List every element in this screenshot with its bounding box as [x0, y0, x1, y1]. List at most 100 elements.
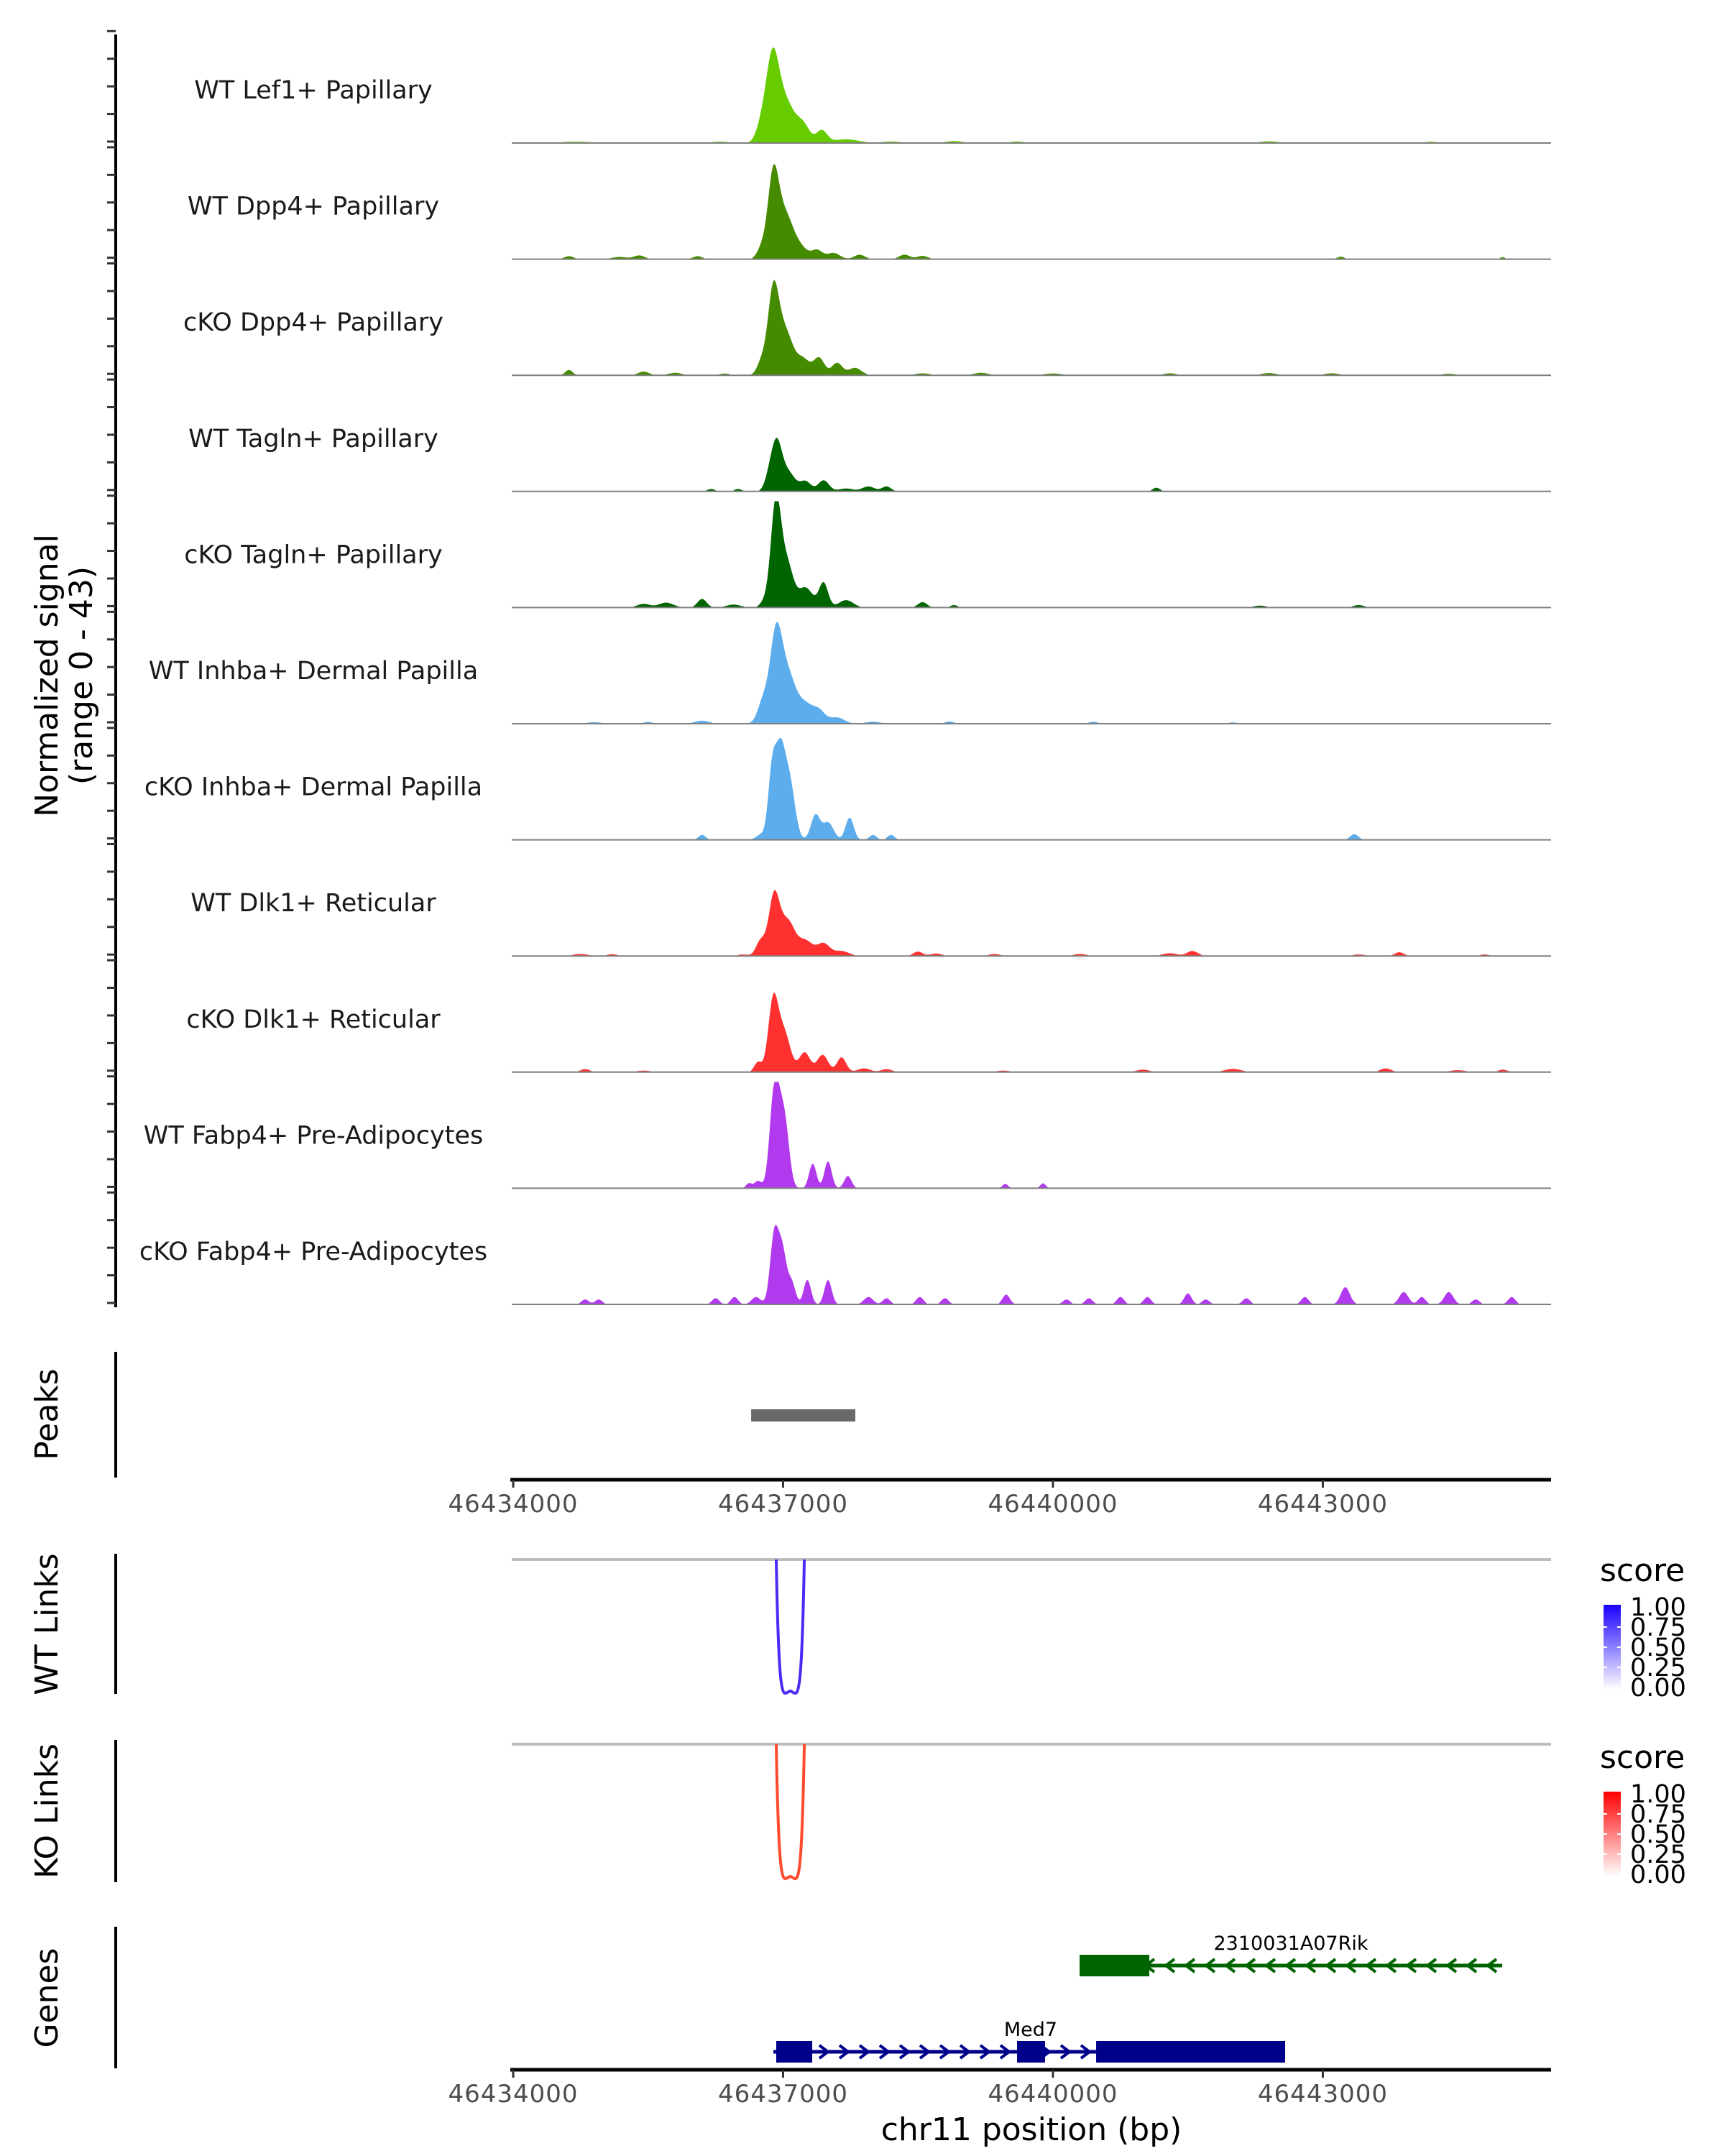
strand-arrow-left-icon: [1364, 1958, 1377, 1973]
strand-arrow-left-icon: [1465, 1958, 1478, 1973]
x-axis-bottom: 46434000 46437000 46440000 46443000: [448, 2068, 1551, 2109]
gene-exon: [1096, 2041, 1286, 2063]
genes-axis-title: Genes: [29, 1948, 65, 2047]
x-tick-label: 46443000: [1258, 1490, 1388, 1519]
strand-arrow-left-icon: [1284, 1958, 1297, 1973]
coverage-area: [512, 621, 1551, 724]
coverage-track: WT Dlk1+ Reticular: [190, 889, 1551, 957]
peaks-axis-title: Peaks: [29, 1368, 65, 1460]
track-label: cKO Dlk1+ Reticular: [186, 1005, 441, 1034]
gene-model: 2310031A07Rik: [1080, 1932, 1503, 1976]
legend-title: score: [1600, 1739, 1685, 1776]
x-tick-label: 46440000: [988, 1490, 1118, 1519]
ko-links-axis-title: KO Links: [29, 1743, 65, 1879]
x-tick-label: 46434000: [448, 1490, 578, 1519]
peaks-panel: Peaks: [29, 1352, 855, 1478]
track-label: cKO Fabp4+ Pre-Adipocytes: [139, 1238, 487, 1266]
legend-label: 0.25: [1630, 1841, 1686, 1869]
track-label: WT Dlk1+ Reticular: [190, 889, 436, 918]
strand-arrow-right-icon: [1080, 2044, 1092, 2060]
coverage-track: cKO Tagln+ Papillary: [184, 501, 1551, 609]
coverage-y-axis-title-line1: Normalized signal: [29, 534, 65, 817]
strand-arrow-right-icon: [979, 2044, 992, 2060]
strand-arrow-left-icon: [1445, 1958, 1458, 1973]
link-arc: [774, 1743, 806, 1881]
track-label: WT Inhba+ Dermal Papilla: [149, 657, 478, 686]
strand-arrow-left-icon: [1163, 1958, 1176, 1973]
coverage-track: cKO Inhba+ Dermal Papilla: [144, 737, 1551, 841]
peak-region: [751, 1409, 855, 1422]
track-label: WT Fabp4+ Pre-Adipocytes: [144, 1121, 483, 1150]
gene-label: Med7: [1004, 2019, 1057, 2041]
coverage-area: [512, 47, 1551, 143]
strand-arrow-left-icon: [1384, 1958, 1397, 1973]
coverage-track: cKO Dpp4+ Papillary: [183, 280, 1551, 377]
strand-arrow-left-icon: [1203, 1958, 1216, 1973]
strand-arrow-left-icon: [1404, 1958, 1417, 1973]
legend-label: 0.50: [1630, 1820, 1686, 1849]
gene-exon: [1017, 2041, 1045, 2063]
strand-arrow-left-icon: [1485, 1958, 1498, 1973]
score-legend: score 1.000.750.500.250.00: [1600, 1552, 1686, 1703]
coverage-track: WT Fabp4+ Pre-Adipocytes: [144, 1082, 1551, 1189]
coverage-track: WT Lef1+ Papillary: [194, 47, 1551, 144]
score-legend: score 1.000.750.500.250.00: [1600, 1739, 1686, 1889]
coverage-area: [512, 163, 1551, 259]
coverage-area: [512, 1225, 1551, 1304]
track-label: cKO Dpp4+ Papillary: [183, 308, 443, 337]
track-label: WT Lef1+ Papillary: [194, 76, 433, 105]
legend-label: 0.25: [1630, 1654, 1686, 1682]
legend-label: 0.00: [1630, 1861, 1686, 1889]
track-label: cKO Tagln+ Papillary: [184, 540, 443, 569]
strand-arrow-left-icon: [1304, 1958, 1317, 1973]
link-arc: [774, 1559, 806, 1695]
coverage-track: cKO Fabp4+ Pre-Adipocytes: [139, 1225, 1551, 1305]
coverage-area: [512, 890, 1551, 957]
strand-arrow-right-icon: [818, 2044, 831, 2060]
strand-arrow-left-icon: [1264, 1958, 1276, 1973]
strand-arrow-right-icon: [878, 2044, 891, 2060]
genes-panel: Genes 2310031A07Rik Med7: [29, 1927, 1503, 2068]
gene-exon: [1080, 1955, 1150, 1976]
track-label: WT Dpp4+ Papillary: [188, 193, 439, 221]
strand-arrow-right-icon: [898, 2044, 911, 2060]
x-tick-label: 46437000: [718, 1490, 848, 1519]
coverage-area: [512, 992, 1551, 1072]
x-axis-top: 46434000 46437000 46440000 46443000: [448, 1478, 1551, 1519]
coverage-y-axis-title-line2: (range 0 - 43): [63, 566, 100, 785]
x-tick-label: 46434000: [448, 2080, 578, 2109]
wt-links-track: score 1.000.750.500.250.00: [114, 1552, 1686, 1703]
strand-arrow-right-icon: [858, 2044, 871, 2060]
legend-label: 0.75: [1630, 1613, 1686, 1642]
legend-label: 0.00: [1630, 1674, 1686, 1703]
x-axis-title: chr11 position (bp): [881, 2111, 1182, 2148]
strand-arrow-right-icon: [999, 2044, 1012, 2060]
track-label: cKO Inhba+ Dermal Papilla: [144, 773, 482, 802]
legend-label: 0.50: [1630, 1634, 1686, 1662]
strand-arrow-left-icon: [1324, 1958, 1337, 1973]
strand-arrow-left-icon: [1183, 1958, 1196, 1973]
strand-arrow-left-icon: [1243, 1958, 1256, 1973]
coverage-area: [512, 280, 1551, 376]
x-tick-label: 46437000: [718, 2080, 848, 2109]
coverage-area: [512, 438, 1551, 492]
strand-arrow-left-icon: [1344, 1958, 1357, 1973]
links-panels: WT Links KO Links score1.000.750.500.250…: [29, 1552, 1686, 1889]
gene-model: Med7: [773, 2019, 1286, 2063]
strand-arrow-right-icon: [1059, 2044, 1072, 2060]
coverage-track: WT Inhba+ Dermal Papilla: [149, 621, 1551, 724]
strand-arrow-right-icon: [959, 2044, 972, 2060]
strand-arrow-right-icon: [939, 2044, 952, 2060]
legend-title: score: [1600, 1552, 1685, 1589]
gene-exon: [776, 2041, 813, 2063]
track-label: WT Tagln+ Papillary: [188, 425, 438, 453]
strand-arrow-right-icon: [838, 2044, 851, 2060]
legend-label: 0.75: [1630, 1800, 1686, 1829]
coverage-track: WT Dpp4+ Papillary: [188, 163, 1551, 260]
x-tick-label: 46443000: [1258, 2080, 1388, 2109]
coverage-area: [512, 737, 1551, 840]
coverage-track: WT Tagln+ Papillary: [188, 425, 1551, 492]
coverage-area: [512, 501, 1551, 608]
legend-label: 1.00: [1630, 1593, 1686, 1622]
